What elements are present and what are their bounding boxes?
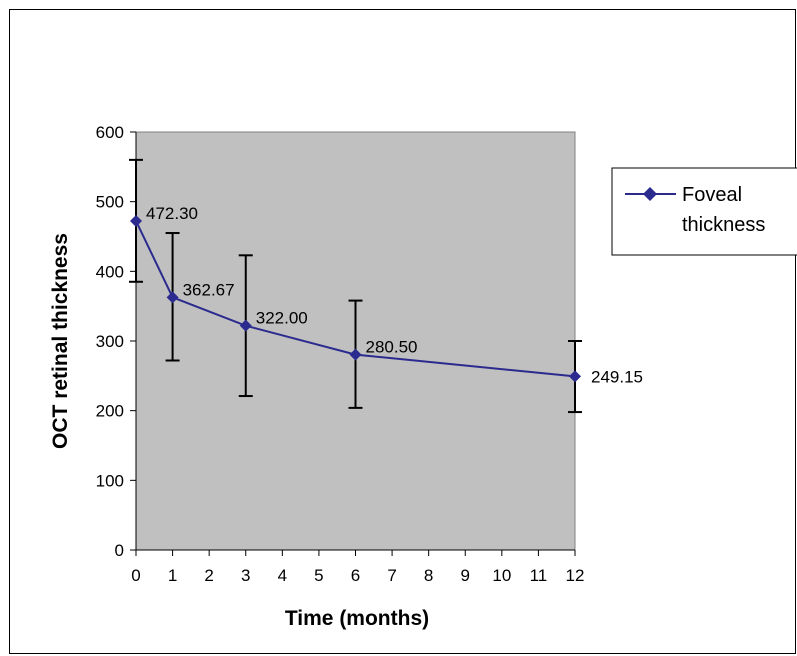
x-tick-label: 8 bbox=[424, 566, 433, 585]
y-tick-label: 400 bbox=[96, 262, 124, 281]
data-label: 362.67 bbox=[183, 280, 235, 299]
y-tick-label: 200 bbox=[96, 402, 124, 421]
legend-entry-1: Foveal bbox=[682, 184, 742, 206]
data-point-diamond bbox=[349, 348, 362, 361]
y-axis-title: OCT retinal thickness bbox=[49, 233, 72, 449]
y-tick-label: 0 bbox=[115, 541, 124, 560]
legend: Foveal thickness bbox=[611, 167, 797, 256]
legend-box bbox=[611, 167, 797, 256]
x-tick-label: 6 bbox=[351, 566, 360, 585]
x-tick-label: 7 bbox=[387, 566, 396, 585]
data-markers bbox=[130, 214, 581, 383]
x-tick-label: 5 bbox=[314, 566, 323, 585]
x-tick-label: 2 bbox=[204, 566, 213, 585]
x-tick-label: 12 bbox=[566, 566, 585, 585]
data-point-diamond bbox=[239, 319, 252, 332]
y-tick-label: 100 bbox=[96, 471, 124, 490]
y-tick-label: 300 bbox=[96, 332, 124, 351]
x-axis: 0 1 2 3 4 5 6 7 8 9 10 11 12 bbox=[131, 549, 585, 585]
data-label: 472.30 bbox=[146, 204, 198, 223]
x-tick-label: 9 bbox=[461, 566, 470, 585]
data-label: 322.00 bbox=[256, 309, 308, 328]
x-tick-label: 4 bbox=[278, 566, 287, 585]
x-tick-label: 10 bbox=[492, 566, 511, 585]
x-tick-label: 0 bbox=[131, 566, 140, 585]
data-point-diamond bbox=[569, 370, 581, 383]
y-tick-label: 600 bbox=[96, 123, 124, 142]
data-point-diamond bbox=[130, 214, 142, 227]
data-point-diamond bbox=[166, 291, 179, 304]
data-labels: 472.30 362.67 322.00 280.50 249.15 bbox=[146, 204, 643, 386]
legend-marker-diamond bbox=[643, 187, 657, 201]
data-label: 249.15 bbox=[591, 367, 643, 386]
x-tick-label: 11 bbox=[530, 566, 548, 585]
data-label: 280.50 bbox=[366, 338, 418, 357]
x-tick-label: 3 bbox=[241, 566, 250, 585]
x-axis-title: Time (months) bbox=[285, 607, 429, 630]
x-tick-label: 1 bbox=[168, 566, 177, 585]
y-axis: 0 100 200 300 400 500 600 bbox=[96, 123, 137, 560]
y-tick-label: 500 bbox=[96, 193, 124, 212]
legend-entry-2: thickness bbox=[682, 214, 765, 236]
